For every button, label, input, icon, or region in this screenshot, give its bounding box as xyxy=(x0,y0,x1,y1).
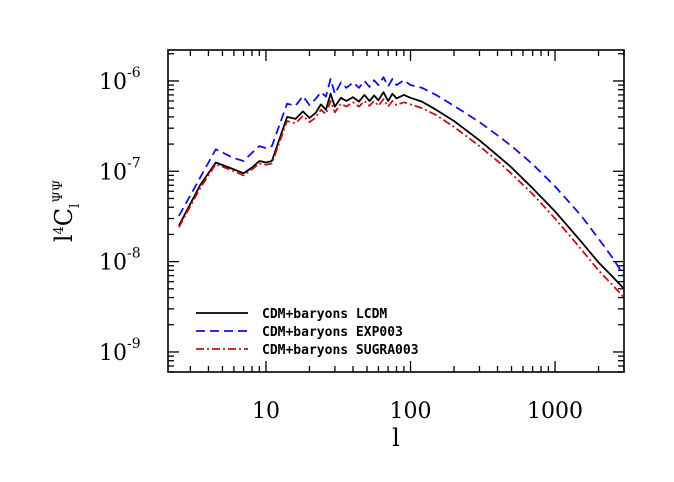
x-tick-label: 1000 xyxy=(527,399,583,424)
y-tick-label: 10-8 xyxy=(99,246,141,276)
legend-label: CDM+baryons LCDM xyxy=(262,307,387,322)
x-tick-label: 10 xyxy=(252,399,280,424)
x-axis-title: l xyxy=(392,424,400,452)
series-line-2 xyxy=(178,76,625,277)
plot-lines xyxy=(178,76,625,299)
y-axis-title: l4ClΨΨ xyxy=(50,180,83,242)
series-line-3 xyxy=(178,98,625,299)
y-tick-label: 10-6 xyxy=(99,65,141,95)
x-axis-ticks: 10 100 1000 xyxy=(189,50,625,424)
x-tick-label: 100 xyxy=(390,399,432,424)
y-tick-label: 10-9 xyxy=(99,336,141,366)
legend-label: CDM+baryons SUGRA003 xyxy=(262,343,419,358)
legend: CDM+baryons LCDM CDM+baryons EXP003 CDM+ba… xyxy=(196,307,419,358)
y-tick-label: 10-7 xyxy=(99,155,141,185)
legend-label: CDM+baryons EXP003 xyxy=(262,325,403,340)
series-line-1 xyxy=(178,91,625,290)
y-axis-ticks: 10-9 10-8 10-7 10-6 xyxy=(99,53,624,373)
svg-text:l4ClΨΨ: l4ClΨΨ xyxy=(50,180,83,242)
